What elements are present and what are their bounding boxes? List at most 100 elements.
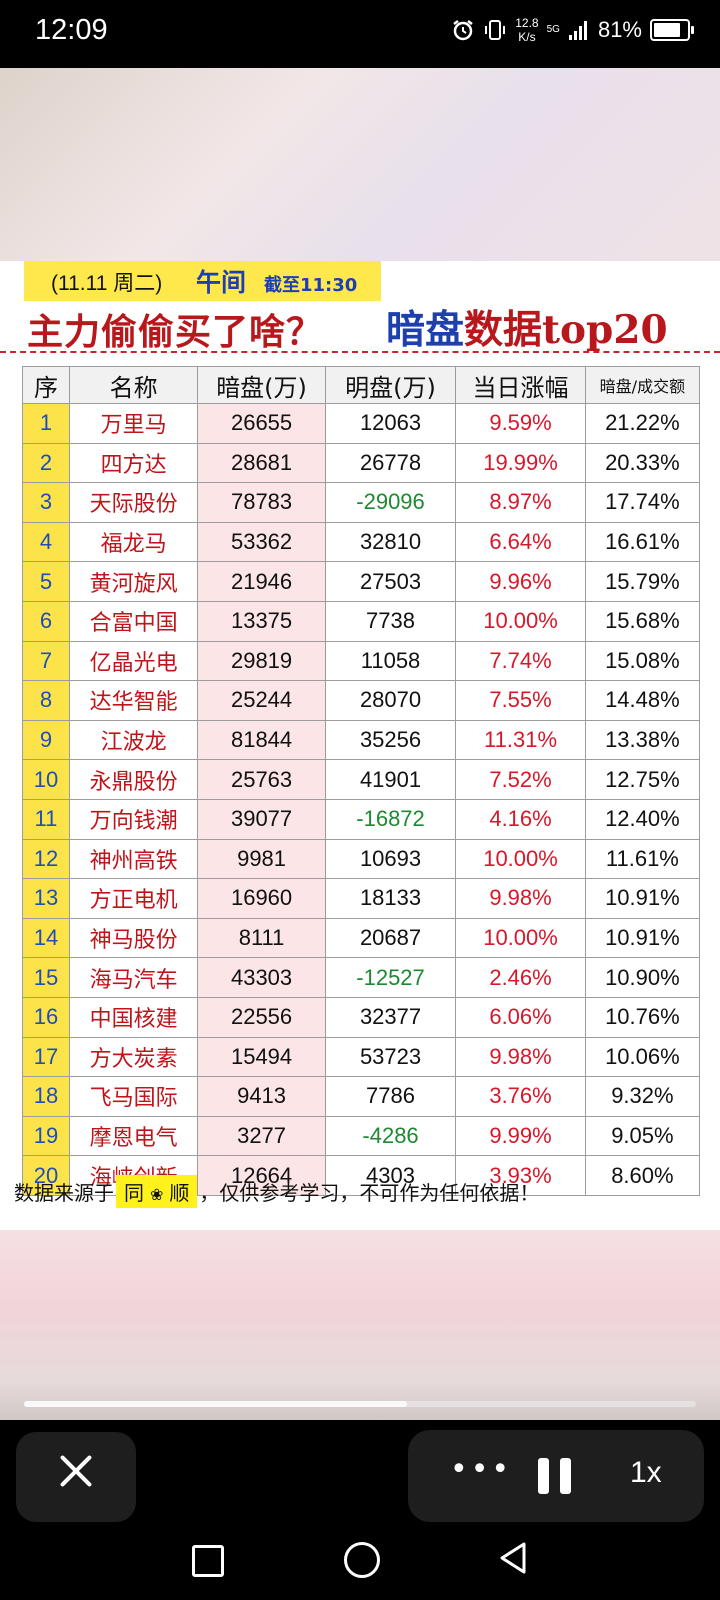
- daily-change: 9.98%: [455, 878, 586, 919]
- pause-button[interactable]: [538, 1458, 572, 1494]
- dark-pool-value: 3277: [197, 1115, 326, 1157]
- stock-name: 万向钱潮: [68, 798, 199, 840]
- close-button[interactable]: [16, 1432, 136, 1522]
- table-row: 13 方正电机 16960 18133 9.98% 10.91%: [22, 878, 701, 919]
- stock-name: 达华智能: [68, 680, 199, 721]
- column-header: 暗盘(万): [197, 366, 326, 404]
- lit-value: 18133: [324, 878, 457, 919]
- lit-value: -29096: [324, 482, 457, 523]
- status-icons: 12.8 K/s 5G 81%: [451, 16, 694, 44]
- dark-pool-value: 78783: [197, 482, 326, 523]
- lit-value: -16872: [324, 798, 457, 840]
- row-index: 8: [22, 680, 70, 721]
- dark-pool-value: 53362: [197, 521, 326, 563]
- stock-table: 序 名称 暗盘(万) 明盘(万) 当日涨幅 暗盘/成交额 1 万里马 26655 12…: [22, 366, 701, 1196]
- lit-value: 32810: [324, 521, 457, 563]
- row-index: 3: [22, 482, 70, 523]
- battery-icon: [650, 19, 694, 41]
- table-row: 3 天际股份 78783 -29096 8.97% 17.74%: [22, 482, 701, 523]
- back-button[interactable]: [496, 1540, 530, 1576]
- table-row: 14 神马股份 8111 20687 10.00% 10.91%: [22, 917, 701, 959]
- table-row: 2 四方达 28681 26778 19.99% 20.33%: [22, 442, 701, 484]
- stock-name: 飞马国际: [68, 1076, 199, 1117]
- player-controls: ••• 1x: [408, 1430, 704, 1522]
- close-icon: [59, 1454, 93, 1488]
- table-row: 19 摩恩电气 3277 -4286 9.99% 9.05%: [22, 1115, 701, 1157]
- row-index: 4: [22, 521, 70, 563]
- stock-name: 黄河旋风: [68, 561, 199, 602]
- dark-pool-value: 9413: [197, 1076, 326, 1117]
- home-button[interactable]: [344, 1542, 380, 1578]
- lit-value: 7786: [324, 1076, 457, 1117]
- dark-ratio: 10.90%: [584, 957, 701, 998]
- table-row: 6 合富中国 13375 7738 10.00% 15.68%: [22, 600, 701, 642]
- vibrate-icon: [485, 20, 506, 40]
- row-index: 19: [22, 1115, 70, 1157]
- column-header: 明盘(万): [324, 366, 457, 404]
- column-header: 当日涨幅: [455, 366, 586, 404]
- stock-name: 神州高铁: [68, 838, 199, 880]
- dark-pool-value: 13375: [197, 600, 326, 642]
- lit-value: -4286: [324, 1115, 457, 1157]
- video-progress-bar[interactable]: [24, 1401, 696, 1407]
- stock-poster: (11.11 周二) 午间 截至11:30 主力偷偷买了啥？ 暗盘数据top20…: [0, 261, 720, 1230]
- lit-value: -12527: [324, 957, 457, 998]
- row-index: 15: [22, 957, 70, 998]
- network-type: 5G: [546, 24, 560, 35]
- date-banner: (11.11 周二) 午间 截至11:30: [24, 261, 381, 301]
- dark-ratio: 10.76%: [584, 996, 701, 1038]
- table-row: 16 中国核建 22556 32377 6.06% 10.76%: [22, 996, 701, 1038]
- poster-headline-2: 暗盘数据top20: [386, 307, 668, 353]
- daily-change: 3.93%: [455, 1155, 586, 1196]
- more-button[interactable]: •••: [450, 1452, 513, 1487]
- dark-ratio: 12.75%: [584, 759, 701, 800]
- daily-change: 11.31%: [455, 719, 586, 761]
- blurred-background-bottom: [0, 1230, 720, 1420]
- dark-ratio: 17.74%: [584, 482, 701, 523]
- alarm-icon: [453, 20, 473, 41]
- table-row: 1 万里马 26655 12063 9.59% 21.22%: [22, 403, 701, 444]
- row-index: 5: [22, 561, 70, 602]
- recents-button[interactable]: [192, 1545, 224, 1577]
- status-bar: 12:09 12.8 K/s 5G 81%: [0, 0, 720, 68]
- table-row: 12 神州高铁 9981 10693 10.00% 11.61%: [22, 838, 701, 880]
- stock-name: 亿晶光电: [68, 640, 199, 682]
- playback-speed-button[interactable]: 1x: [630, 1456, 662, 1489]
- row-index: 10: [22, 759, 70, 800]
- table-row: 7 亿晶光电 29819 11058 7.74% 15.08%: [22, 640, 701, 682]
- row-index: 18: [22, 1076, 70, 1117]
- row-index: 20: [22, 1155, 70, 1196]
- stock-name: 江波龙: [68, 719, 199, 761]
- table-row: 17 方大炭素 15494 53723 9.98% 10.06%: [22, 1036, 701, 1078]
- lit-value: 11058: [324, 640, 457, 682]
- lit-value: 20687: [324, 917, 457, 959]
- dark-ratio: 12.40%: [584, 798, 701, 840]
- blurred-background-top: [0, 68, 720, 261]
- daily-change: 8.97%: [455, 482, 586, 523]
- row-index: 6: [22, 600, 70, 642]
- dark-pool-value: 39077: [197, 798, 326, 840]
- row-index: 11: [22, 798, 70, 840]
- daily-change: 7.74%: [455, 640, 586, 682]
- table-row: 15 海马汽车 43303 -12527 2.46% 10.90%: [22, 957, 701, 998]
- dark-ratio: 14.48%: [584, 680, 701, 721]
- dashed-divider: [0, 351, 720, 353]
- dark-ratio: 10.06%: [584, 1036, 701, 1078]
- dark-pool-value: 25244: [197, 680, 326, 721]
- daily-change: 9.96%: [455, 561, 586, 602]
- poster-session: 午间: [196, 268, 247, 297]
- signal-icon: [568, 21, 587, 40]
- dark-pool-value: 21946: [197, 561, 326, 602]
- footnote-suffix: ，仅供参考学习，不可作为任何依据！: [199, 1181, 540, 1205]
- table-row: 9 江波龙 81844 35256 11.31% 13.38%: [22, 719, 701, 761]
- video-progress-played: [24, 1401, 408, 1407]
- daily-change: 10.00%: [455, 917, 586, 959]
- lit-value: 32377: [324, 996, 457, 1038]
- stock-name: 方大炭素: [68, 1036, 199, 1078]
- dark-pool-value: 16960: [197, 878, 326, 919]
- lit-value: 7738: [324, 600, 457, 642]
- lit-value: 41901: [324, 759, 457, 800]
- stock-name: 永鼎股份: [68, 759, 199, 800]
- stock-name: 福龙马: [68, 521, 199, 563]
- daily-change: 10.00%: [455, 600, 586, 642]
